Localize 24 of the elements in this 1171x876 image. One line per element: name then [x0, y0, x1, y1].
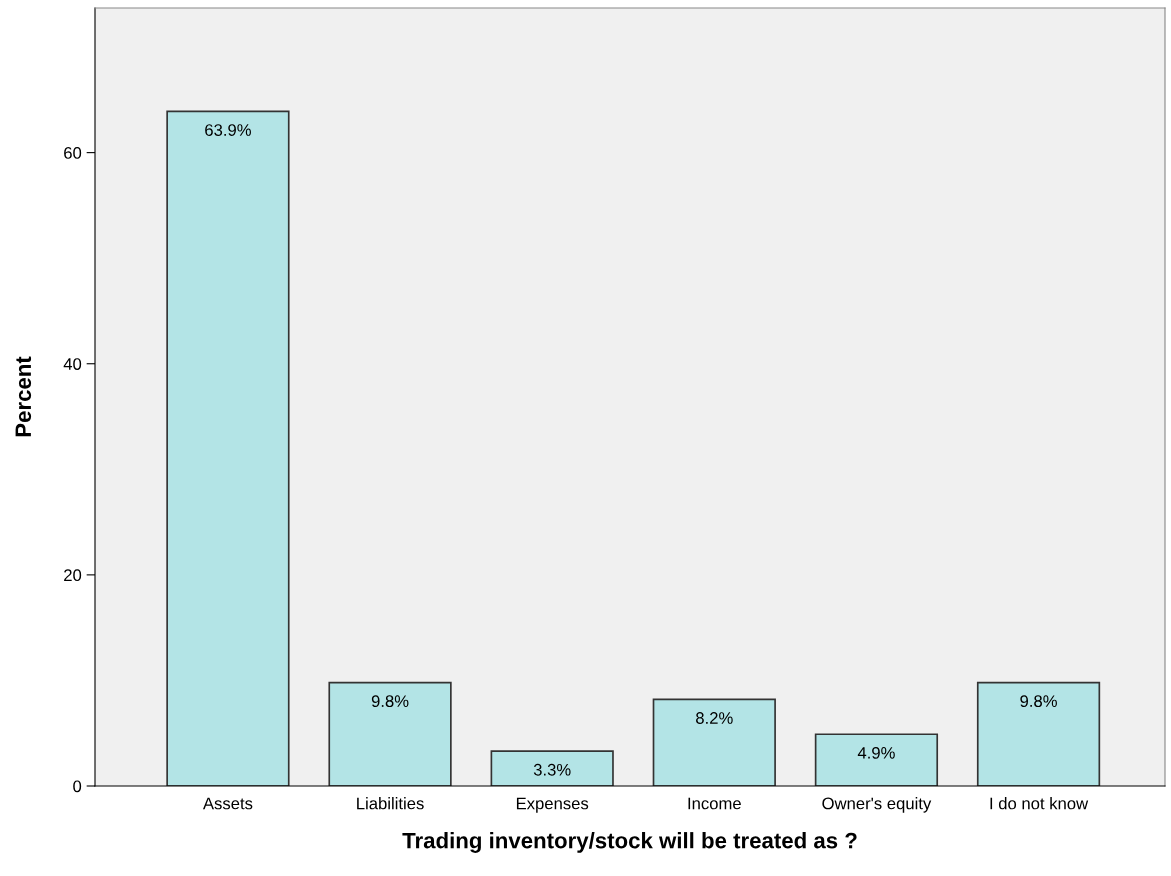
y-tick-label: 20 [64, 569, 82, 582]
bar [652, 698, 776, 786]
y-tick-label: 40 [63, 358, 82, 370]
x-tick-label: Income [688, 797, 741, 810]
x-tick-label: I do not know [990, 797, 1089, 810]
data-label: 8.2% [696, 712, 733, 724]
x-tick-label: Liabilities [357, 797, 424, 810]
data-label: 9.8% [1020, 695, 1057, 708]
bar [490, 750, 614, 786]
y-tick-label: 60 [64, 147, 82, 159]
x-axis-title: Trading inventory/stock will be treated as ? [402, 832, 857, 853]
data-label: 3.3% [533, 763, 571, 776]
bar [166, 110, 290, 786]
data-label: 4.9% [857, 746, 895, 759]
bar [328, 681, 452, 786]
bar [976, 681, 1101, 786]
x-tick-label: Assets [202, 797, 253, 810]
data-label: 63.9% [205, 124, 251, 136]
y-axis-title: Percent [15, 356, 32, 437]
data-label: 9.8% [371, 695, 409, 708]
x-tick-label: Expenses [516, 797, 589, 813]
bar [814, 733, 939, 786]
x-tick-label: Owner's equity [822, 797, 932, 813]
y-tick-label: 0 [73, 780, 82, 793]
